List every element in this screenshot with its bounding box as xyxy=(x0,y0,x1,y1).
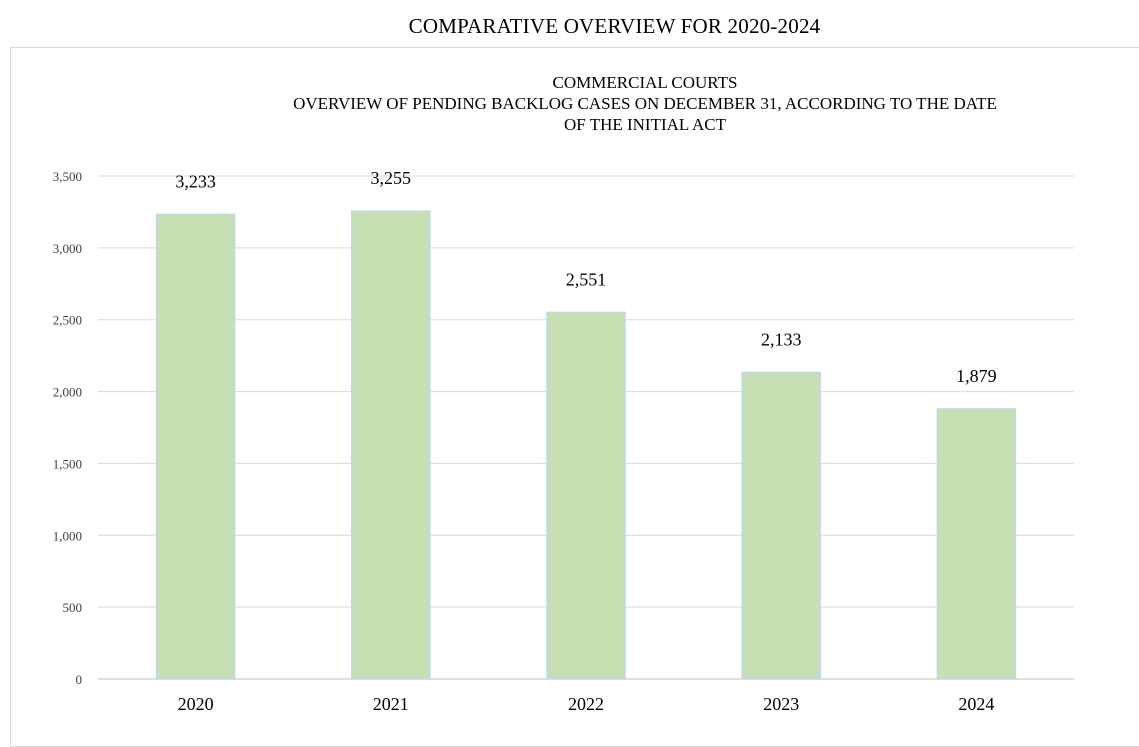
y-tick-label: 3,500 xyxy=(53,169,82,184)
data-label: 2,551 xyxy=(566,269,607,289)
y-tick-label: 3,000 xyxy=(53,241,82,256)
data-label: 3,233 xyxy=(175,171,216,191)
chart-title: COMMERCIAL COURTS OVERVIEW OF PENDING BA… xyxy=(205,72,1085,135)
bar xyxy=(741,371,821,680)
x-tick-label: 2023 xyxy=(763,694,799,714)
bar xyxy=(351,210,431,680)
bar-chart: 0 500 1,000 1,500 2,000 2,500 3,000 3,500 3,233 2… xyxy=(53,168,1074,714)
page-title: COMPARATIVE OVERVIEW FOR 2020-2024 xyxy=(408,14,821,38)
y-tick-label: 500 xyxy=(63,600,83,615)
data-label: 2,133 xyxy=(761,329,802,349)
bar xyxy=(936,408,1017,680)
x-tick-label: 2020 xyxy=(178,694,214,714)
bar xyxy=(155,213,236,680)
x-tick-label: 2022 xyxy=(568,694,604,714)
y-tick-label: 1,000 xyxy=(53,528,82,543)
x-tick-label: 2024 xyxy=(958,694,994,714)
chart-title-line-3: OF THE INITIAL ACT xyxy=(564,115,726,134)
y-tick-label: 2,500 xyxy=(53,313,82,328)
y-tick-label: 2,000 xyxy=(53,385,82,400)
bar xyxy=(546,311,626,680)
y-tick-label: 1,500 xyxy=(53,456,82,471)
y-tick-label: 0 xyxy=(76,672,83,687)
data-label: 3,255 xyxy=(371,168,412,188)
data-label: 1,879 xyxy=(956,366,997,386)
chart-title-line-1: COMMERCIAL COURTS xyxy=(552,73,738,92)
x-tick-label: 2021 xyxy=(373,694,409,714)
chart-title-line-2: OVERVIEW OF PENDING BACKLOG CASES ON DEC… xyxy=(293,94,997,113)
